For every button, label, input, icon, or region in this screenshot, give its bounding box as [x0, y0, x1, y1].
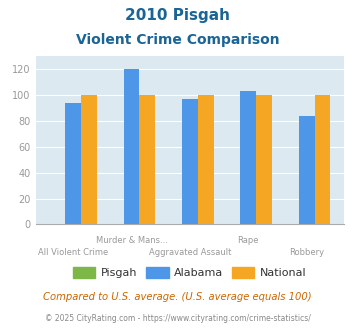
Legend: Pisgah, Alabama, National: Pisgah, Alabama, National — [69, 262, 311, 283]
Text: Robbery: Robbery — [289, 248, 324, 257]
Text: All Violent Crime: All Violent Crime — [38, 248, 108, 257]
Text: Aggravated Assault: Aggravated Assault — [149, 248, 231, 257]
Bar — [256, 95, 272, 224]
Bar — [140, 95, 155, 224]
Text: 2010 Pisgah: 2010 Pisgah — [125, 8, 230, 23]
Text: Rape: Rape — [237, 236, 259, 245]
Text: Murder & Mans...: Murder & Mans... — [95, 236, 168, 245]
Bar — [198, 95, 214, 224]
Bar — [299, 115, 315, 224]
Bar — [315, 95, 330, 224]
Text: © 2025 CityRating.com - https://www.cityrating.com/crime-statistics/: © 2025 CityRating.com - https://www.city… — [45, 314, 310, 323]
Text: Violent Crime Comparison: Violent Crime Comparison — [76, 33, 279, 47]
Bar — [240, 91, 256, 224]
Bar — [124, 69, 140, 224]
Text: Compared to U.S. average. (U.S. average equals 100): Compared to U.S. average. (U.S. average … — [43, 292, 312, 302]
Bar — [81, 95, 97, 224]
Bar — [65, 103, 81, 224]
Bar — [182, 99, 198, 224]
